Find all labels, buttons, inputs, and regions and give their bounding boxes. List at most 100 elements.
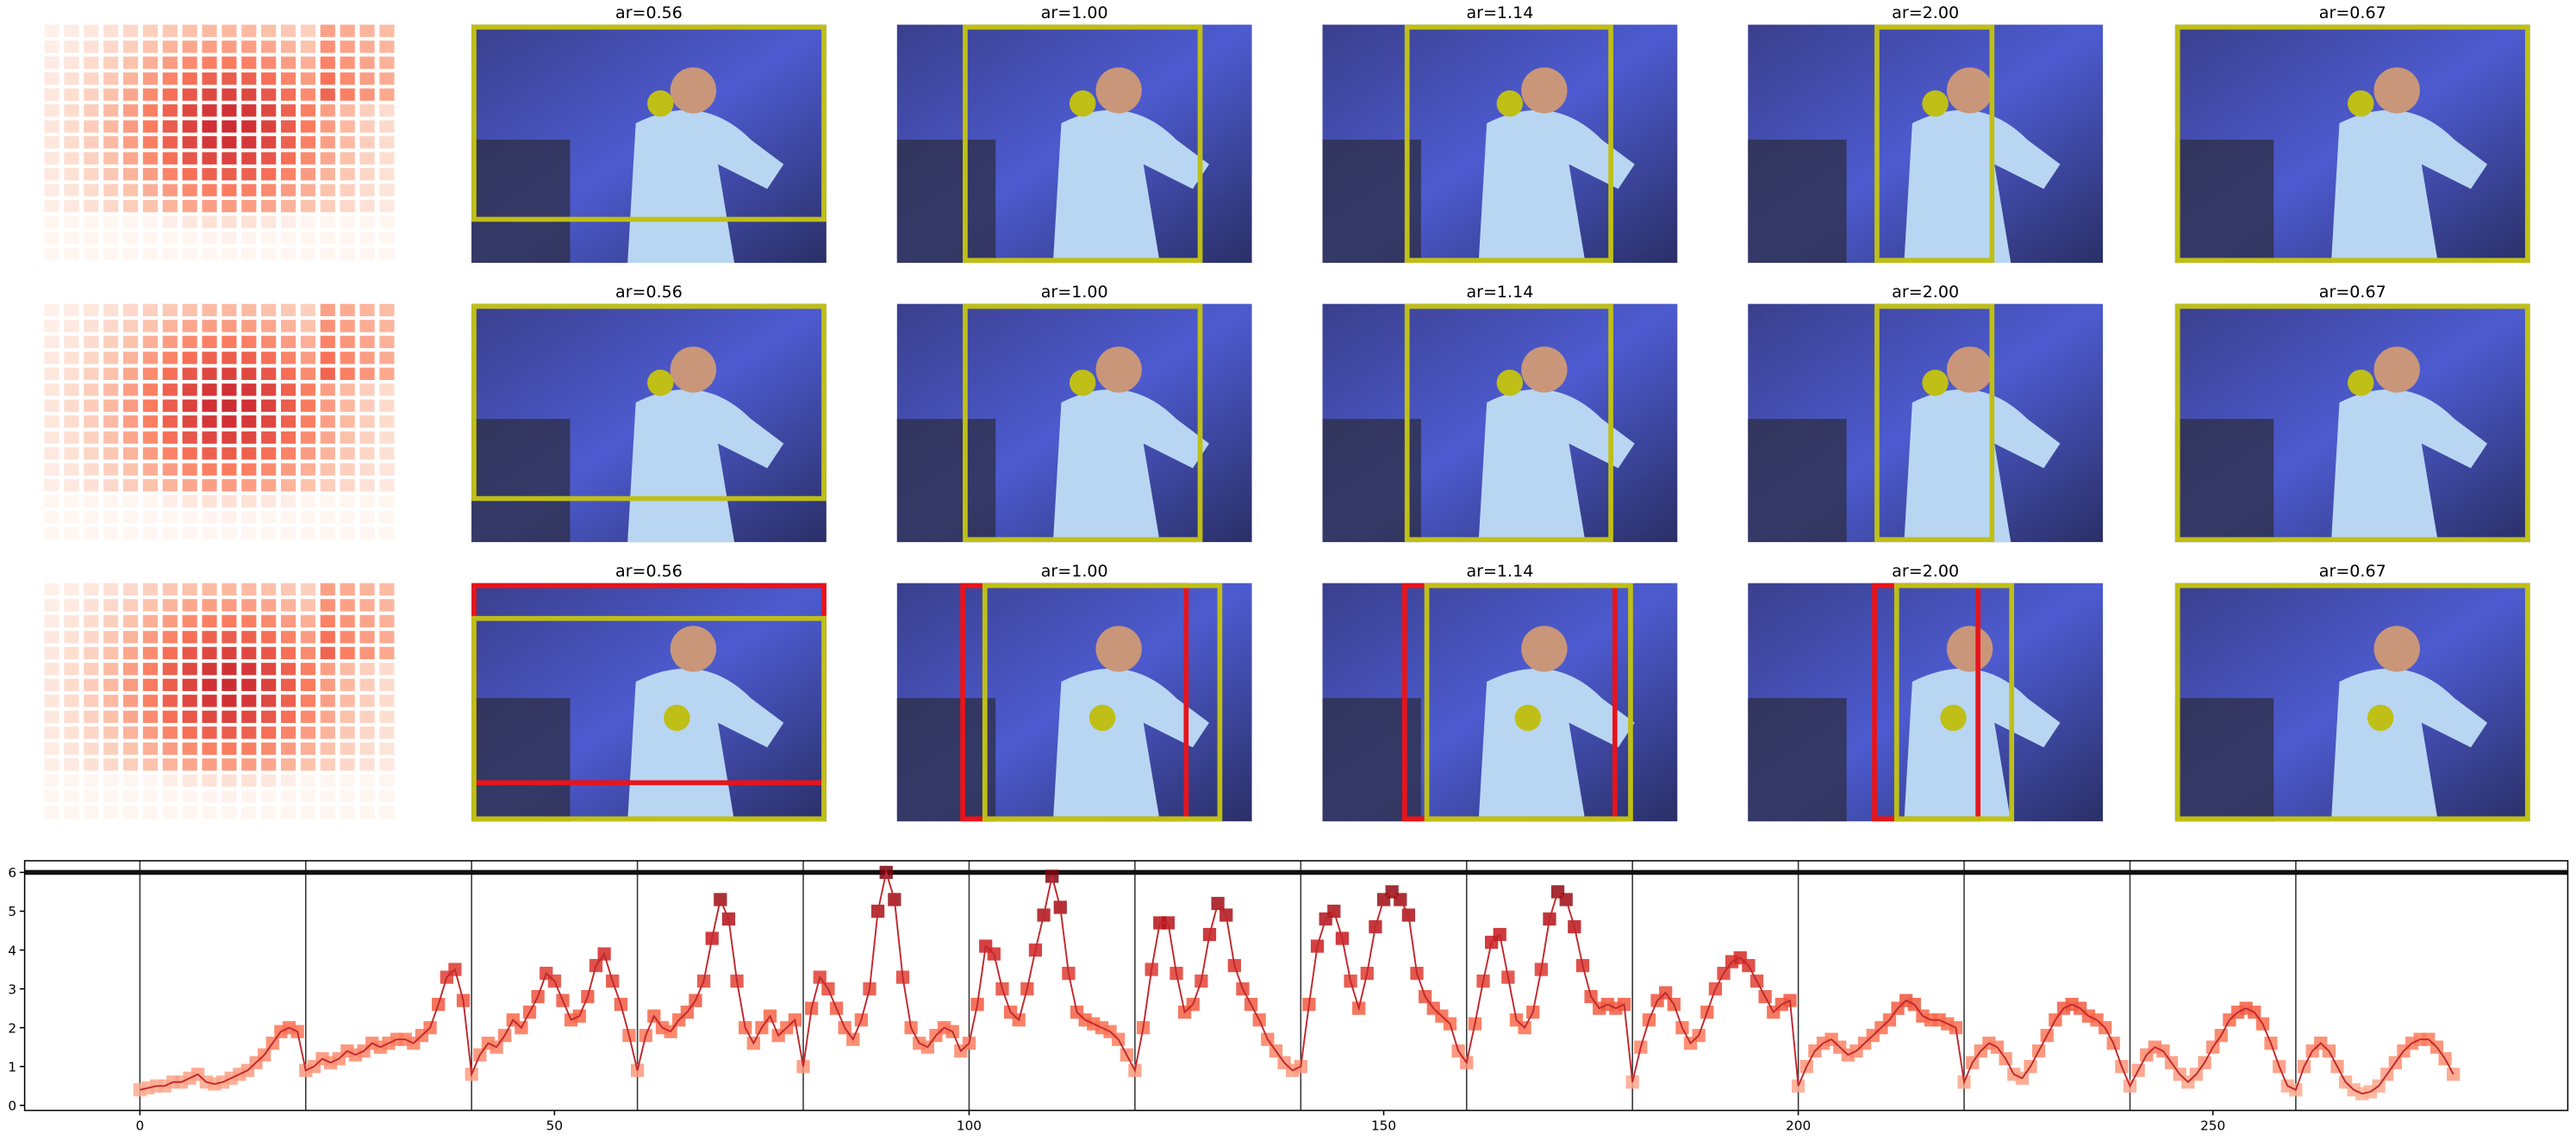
heatmap-cell (379, 479, 395, 492)
heatmap-cell (300, 614, 315, 628)
heatmap-cell (202, 431, 217, 444)
heatmap-cell (261, 215, 277, 228)
heatmap-cell (202, 614, 217, 628)
y-tick-label: 3 (8, 981, 16, 997)
heatmap-cell (221, 582, 237, 596)
heatmap-cell (64, 399, 79, 412)
heatmap-cell (44, 120, 59, 133)
heatmap-cell (359, 710, 375, 723)
point (2367, 704, 2394, 732)
heatmap-cell (142, 695, 158, 707)
heatmap-cell (182, 726, 197, 739)
heatmap-cell (122, 56, 139, 69)
heatmap-cell (122, 120, 139, 133)
heatmap-cell (64, 24, 79, 37)
heatmap-cell (340, 774, 355, 787)
y-tick-label: 6 (8, 865, 16, 881)
heatmap-cell (379, 40, 395, 53)
panel-title: ar=0.67 (2319, 562, 2386, 581)
heatmap-cell (182, 599, 197, 612)
crowd (896, 419, 996, 543)
heatmap-cell (182, 463, 197, 476)
heatmap-cell (241, 663, 257, 676)
heatmap-cell (241, 774, 257, 787)
heatmap-cell (162, 335, 178, 348)
heatmap-cell (280, 463, 296, 476)
point (1069, 369, 1096, 396)
heatmap-cell (300, 790, 315, 803)
heatmap-cell (359, 495, 375, 508)
heatmap-cell (64, 726, 79, 739)
heatmap-cell (84, 56, 99, 69)
heatmap-cell (103, 415, 119, 428)
heatmap-cell (379, 168, 395, 181)
heatmap-cell (340, 247, 355, 260)
heatmap-cell (84, 88, 99, 101)
heatmap-cell (142, 184, 158, 196)
heatmap-cell (44, 758, 59, 771)
heatmap-cell (103, 399, 119, 412)
heatmap-cell (221, 24, 237, 37)
head (1521, 346, 1568, 393)
y-tick-label: 0 (8, 1099, 16, 1114)
heatmap-cell (340, 495, 355, 508)
yellow-box (963, 24, 1203, 264)
heatmap-cell (202, 495, 217, 508)
heatmap-cell (359, 232, 375, 245)
head (1521, 626, 1568, 672)
heatmap-cell (300, 335, 315, 348)
heatmap-cell (64, 232, 79, 245)
point (1922, 90, 1949, 117)
heatmap-cell (84, 710, 99, 723)
heatmap-cell (202, 320, 217, 333)
heatmap-cell (379, 104, 395, 117)
yellow-box (1404, 303, 1613, 543)
heatmap-cell (280, 399, 296, 412)
heatmap-cell (142, 511, 158, 524)
heatmap-cell (320, 215, 335, 228)
heatmap-cell (241, 526, 257, 539)
heatmap-cell (84, 352, 99, 364)
heatmap-cell (162, 367, 178, 380)
heatmap-cell (221, 415, 237, 428)
heatmap-cell (261, 431, 277, 444)
heatmap-cell (359, 774, 375, 787)
heatmap-cell (261, 352, 277, 364)
heatmap-cell (320, 599, 335, 612)
heatmap-cell (182, 631, 197, 644)
heatmap-cell (320, 758, 335, 771)
heatmap-cell (44, 774, 59, 787)
heatmap-cell (122, 40, 139, 53)
heatmap-cell (103, 614, 119, 628)
heatmap-cell (340, 352, 355, 364)
heatmap-cell (340, 710, 355, 723)
heatmap-cell (84, 431, 99, 444)
heatmap-cell (280, 232, 296, 245)
heatmap-cell (122, 335, 139, 348)
heatmap-cell (340, 790, 355, 803)
heatmap-cell (261, 24, 277, 37)
heatmap-cell (221, 247, 237, 260)
heatmap-cell (202, 511, 217, 524)
heatmap-cell (261, 232, 277, 245)
heatmap-cell (340, 663, 355, 676)
crowd (471, 140, 571, 264)
heatmap-cell (202, 88, 217, 101)
head (1095, 626, 1142, 672)
heatmap-cell (359, 367, 375, 380)
heatmap-cell (340, 335, 355, 348)
heatmap-cell (142, 582, 158, 596)
heatmap-cell (280, 599, 296, 612)
heatmap-cell (122, 200, 139, 213)
heatmap-cell (379, 247, 395, 260)
heatmap-cell (320, 399, 335, 412)
heatmap-cell (103, 431, 119, 444)
heatmap-cell (182, 695, 197, 707)
heatmap-cell (379, 56, 395, 69)
heatmap-cell (241, 40, 257, 53)
heatmap-cell (221, 200, 237, 213)
heatmap-cell (84, 790, 99, 803)
heatmap-cell (44, 806, 59, 819)
heatmap-cell (320, 806, 335, 819)
